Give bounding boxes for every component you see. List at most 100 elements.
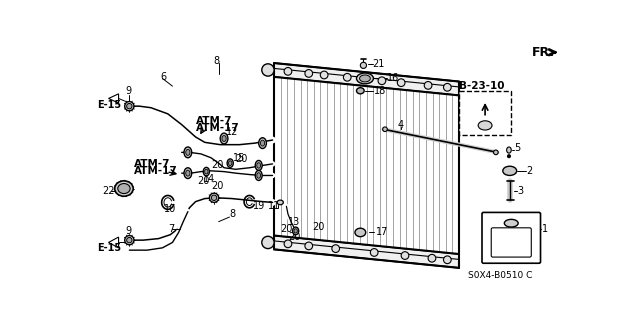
Text: 20: 20	[280, 224, 292, 234]
Text: 20: 20	[236, 154, 248, 164]
Circle shape	[424, 82, 432, 89]
Text: 4: 4	[397, 120, 403, 130]
Ellipse shape	[186, 149, 190, 155]
Ellipse shape	[228, 161, 232, 165]
Ellipse shape	[127, 103, 132, 109]
Ellipse shape	[507, 147, 511, 153]
FancyBboxPatch shape	[492, 228, 531, 257]
Ellipse shape	[257, 173, 260, 178]
Polygon shape	[109, 94, 118, 103]
Text: 20: 20	[312, 222, 325, 232]
Text: B-23-10: B-23-10	[459, 81, 504, 91]
Text: 19: 19	[253, 201, 265, 211]
Ellipse shape	[184, 147, 192, 158]
Circle shape	[444, 256, 451, 264]
Text: FR.: FR.	[532, 46, 555, 59]
Text: 5: 5	[515, 143, 520, 153]
Circle shape	[320, 71, 328, 79]
FancyBboxPatch shape	[482, 212, 541, 263]
Text: 3: 3	[517, 186, 524, 196]
Text: E-15: E-15	[97, 243, 121, 253]
Text: S0X4-B0510 C: S0X4-B0510 C	[468, 271, 532, 280]
Ellipse shape	[118, 184, 130, 194]
Ellipse shape	[257, 163, 260, 168]
Ellipse shape	[277, 200, 284, 205]
Ellipse shape	[503, 166, 516, 175]
Text: ATM-17: ATM-17	[196, 123, 239, 133]
Ellipse shape	[186, 170, 190, 176]
Circle shape	[444, 84, 451, 91]
Circle shape	[378, 77, 386, 84]
Circle shape	[262, 64, 274, 76]
Text: 20: 20	[211, 160, 223, 171]
Text: 10: 10	[164, 204, 176, 214]
Bar	[459, 91, 511, 135]
Ellipse shape	[184, 168, 192, 179]
Ellipse shape	[294, 229, 298, 233]
Ellipse shape	[504, 219, 518, 227]
Ellipse shape	[356, 88, 364, 94]
Text: 20: 20	[211, 181, 223, 191]
Circle shape	[305, 242, 312, 250]
Circle shape	[401, 252, 409, 260]
Circle shape	[383, 127, 387, 132]
Ellipse shape	[127, 237, 132, 243]
Circle shape	[508, 155, 511, 158]
Circle shape	[284, 240, 292, 248]
Circle shape	[360, 62, 367, 68]
Ellipse shape	[205, 169, 208, 174]
Text: 2: 2	[527, 166, 533, 176]
Ellipse shape	[227, 159, 234, 167]
Ellipse shape	[255, 171, 262, 180]
Text: ATM-7: ATM-7	[134, 159, 170, 169]
Text: 15: 15	[232, 153, 245, 163]
Circle shape	[344, 73, 351, 81]
Text: 6: 6	[160, 72, 166, 82]
Text: 8: 8	[230, 209, 236, 219]
Polygon shape	[274, 63, 459, 95]
Ellipse shape	[220, 133, 228, 144]
Text: 16: 16	[387, 73, 399, 84]
Text: E-15: E-15	[97, 100, 121, 110]
Text: 14: 14	[202, 173, 215, 184]
Ellipse shape	[260, 140, 265, 146]
Ellipse shape	[115, 181, 133, 196]
Circle shape	[332, 245, 340, 252]
Ellipse shape	[125, 236, 134, 245]
Ellipse shape	[355, 228, 365, 237]
Ellipse shape	[222, 136, 226, 141]
Text: 20: 20	[288, 232, 300, 242]
Text: 13: 13	[288, 217, 300, 227]
Ellipse shape	[125, 101, 134, 111]
Text: 22: 22	[102, 186, 115, 196]
Text: 12: 12	[227, 127, 239, 137]
Text: 9: 9	[125, 226, 132, 236]
Text: 17: 17	[376, 228, 388, 237]
Ellipse shape	[360, 75, 371, 82]
Ellipse shape	[204, 167, 209, 176]
Text: 1: 1	[542, 224, 548, 234]
Ellipse shape	[356, 73, 373, 84]
Polygon shape	[274, 236, 459, 268]
Ellipse shape	[259, 138, 266, 148]
Ellipse shape	[255, 160, 262, 171]
Ellipse shape	[292, 227, 299, 235]
Circle shape	[371, 249, 378, 256]
Text: 8: 8	[213, 57, 220, 67]
Circle shape	[493, 150, 498, 155]
Circle shape	[284, 68, 292, 75]
Circle shape	[428, 254, 436, 262]
Text: ATM-7: ATM-7	[196, 116, 232, 126]
Text: 9: 9	[125, 86, 132, 96]
Text: 21: 21	[372, 59, 385, 69]
Ellipse shape	[478, 121, 492, 130]
Polygon shape	[109, 237, 118, 248]
Text: 20: 20	[197, 176, 209, 186]
Circle shape	[305, 69, 312, 77]
Text: 11: 11	[268, 201, 280, 211]
Text: 18: 18	[374, 86, 387, 96]
Ellipse shape	[209, 193, 219, 203]
Circle shape	[397, 79, 405, 86]
Circle shape	[262, 236, 274, 249]
Text: 7: 7	[168, 224, 175, 234]
